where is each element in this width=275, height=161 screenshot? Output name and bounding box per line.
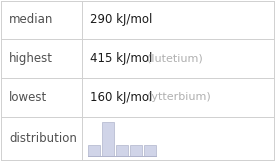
Text: lowest: lowest [9,91,47,104]
Text: distribution: distribution [9,133,77,146]
Text: 160 kJ/mol: 160 kJ/mol [90,91,152,104]
Bar [102,122,114,156]
Text: (lutetium): (lutetium) [147,53,203,63]
Text: 415 kJ/mol: 415 kJ/mol [90,52,152,65]
Text: 290 kJ/mol: 290 kJ/mol [90,13,152,26]
Bar [144,145,156,156]
Bar [88,145,100,156]
Text: median: median [9,13,53,26]
Bar [130,145,142,156]
Text: (ytterbium): (ytterbium) [147,93,211,103]
Text: highest: highest [9,52,53,65]
Bar [116,145,128,156]
